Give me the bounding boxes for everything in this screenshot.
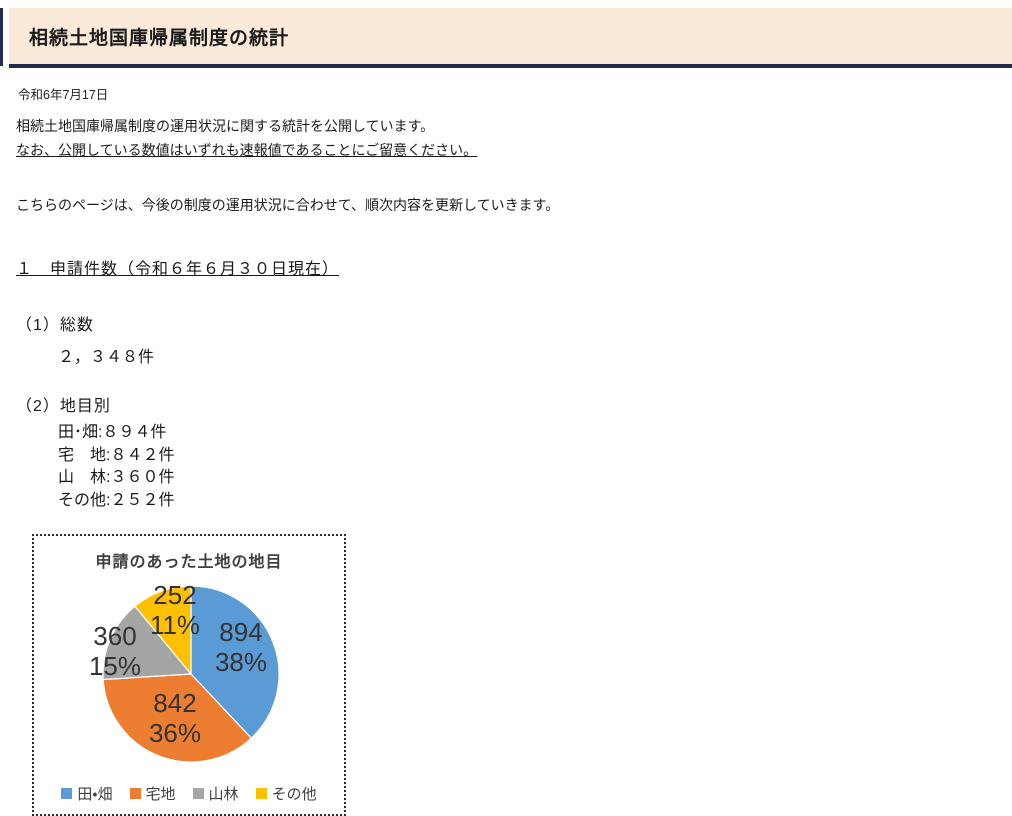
chart-title: 申請のあった土地の地目 <box>95 554 283 571</box>
pie-label-sonota: 252 11% <box>150 580 200 640</box>
pie-label-pct: 36% <box>148 718 202 748</box>
pie-chart <box>101 584 281 764</box>
land-type-list: 田･畑:８９４件 宅 地:８４２件 山 林:３６０件 その他:２５２件 <box>58 422 1012 512</box>
page-title: 相続土地国庫帰属制度の統計 <box>29 28 290 49</box>
intro-paragraph: 相続土地国庫帰属制度の運用状況に関する統計を公開しています。 なお、公開している… <box>16 114 1012 162</box>
total-value: ２，３４８件 <box>58 349 155 366</box>
legend-label: 山林 <box>208 786 239 803</box>
page: { "header": { "title": "相続土地国庫帰属制度の統計", … <box>0 8 1012 816</box>
legend-label: 宅地 <box>145 786 176 803</box>
land-type-item: その他:２５２件 <box>58 491 175 509</box>
legend-label: その他 <box>271 786 317 803</box>
legend-item-takuchi: 宅地 <box>129 783 176 804</box>
pie-label-takuchi: 842 36% <box>149 688 201 748</box>
publish-date: 令和6年7月17日 <box>18 88 109 102</box>
legend-item-ta-hata: 田・畑 <box>61 783 113 804</box>
chart-box: 申請のあった土地の地目 894 38% 842 36% 360 15% 252 … <box>32 534 346 816</box>
pie-label-pct: 38% <box>214 647 268 677</box>
land-type-item: 山 林:３６０件 <box>58 469 175 486</box>
legend-item-sanrin: 山林 <box>192 783 239 804</box>
pie-label-value: 252 <box>153 580 197 610</box>
pie-label-value: 360 <box>93 621 137 651</box>
legend-swatch <box>192 788 204 799</box>
header-box: 相続土地国庫帰属制度の統計 <box>9 8 1012 68</box>
land-type-item: 田･畑:８９４件 <box>58 424 167 441</box>
pie-label-sanrin: 360 15% <box>89 621 141 681</box>
pie-label-pct: 11% <box>149 610 201 640</box>
intro-line: 相続土地国庫帰属制度の運用状況に関する統計を公開しています。 <box>16 118 435 134</box>
section-heading: １ 申請件数（令和６年６月３０日現在） <box>16 261 340 278</box>
legend-swatch <box>129 788 141 799</box>
legend-swatch <box>61 788 73 799</box>
intro-note-underlined: なお、公開している数値はいずれも速報値であることにご留意ください。 <box>16 142 478 158</box>
legend-label: 田・畑 <box>77 786 113 803</box>
main-content: 令和6年7月17日 相続土地国庫帰属制度の運用状況に関する統計を公開しています。… <box>0 84 1012 816</box>
page-header: 相続土地国庫帰属制度の統計 <box>0 8 1012 68</box>
land-type-item: 宅 地:８４２件 <box>58 446 175 464</box>
header-accent-bar <box>0 8 3 66</box>
legend-swatch <box>255 788 267 799</box>
pie-label-value: 842 <box>153 688 197 718</box>
update-note: こちらのページは、今後の制度の運用状況に合わせて、順次内容を更新していきます。 <box>16 197 560 213</box>
pie-label-pct: 15% <box>88 651 142 681</box>
subsection-total-label: （1）総数 <box>16 317 94 334</box>
chart-legend: 田・畑 宅地 山林 その他 <box>34 783 344 804</box>
pie-label-value: 894 <box>219 617 263 647</box>
subsection-by-type-label: （2）地目別 <box>16 398 111 415</box>
legend-item-sonota: その他 <box>255 783 317 804</box>
pie-svg <box>102 585 280 763</box>
pie-label-ta-hata: 894 38% <box>215 617 267 677</box>
